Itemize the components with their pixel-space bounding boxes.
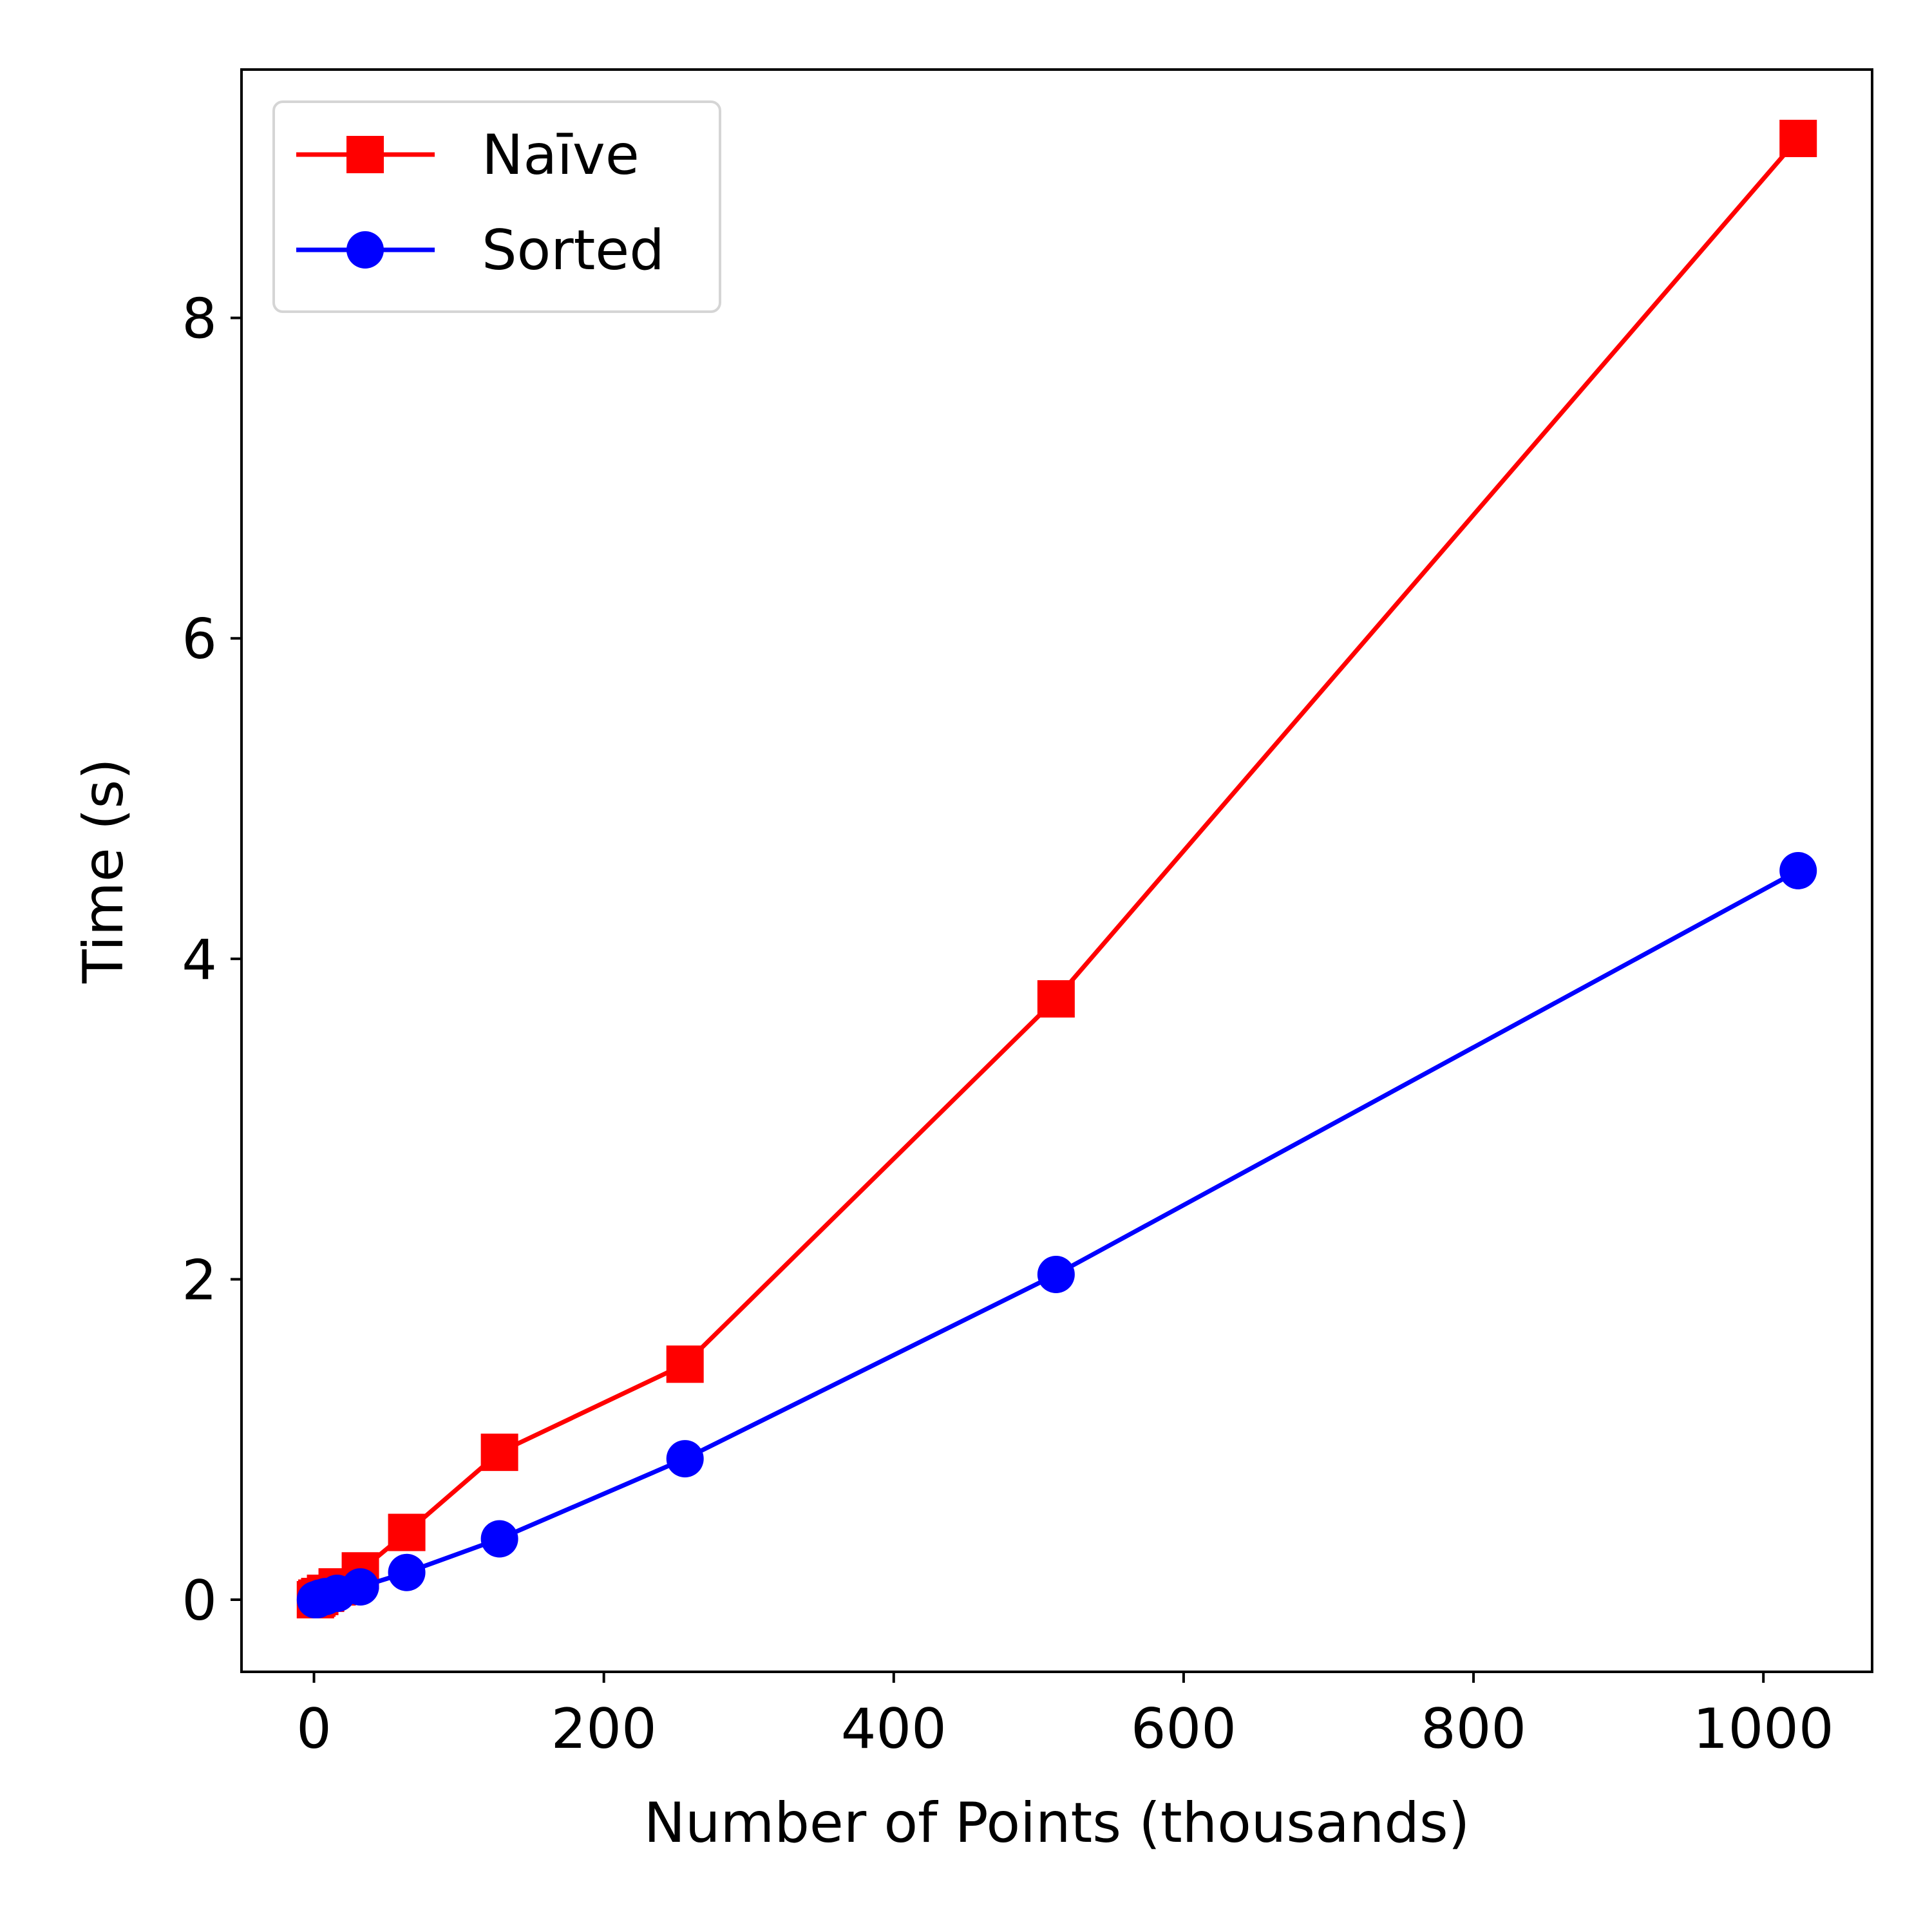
- x-tick-label: 400: [841, 1697, 947, 1761]
- data-point-naive: [480, 1434, 518, 1472]
- series-line-sorted: [314, 868, 1799, 1602]
- data-point-naive: [666, 1345, 704, 1383]
- data-point-naive: [388, 1513, 426, 1551]
- legend-marker-sorted: [346, 231, 384, 269]
- data-point-sorted: [1037, 1255, 1075, 1293]
- y-tick-label: 6: [182, 607, 217, 672]
- y-tick-label: 2: [182, 1248, 217, 1312]
- y-tick-label: 8: [182, 287, 217, 352]
- x-tick-label: 800: [1421, 1697, 1526, 1761]
- y-axis: 0 2 4 6 8: [182, 287, 242, 1633]
- legend-marker-naive: [346, 136, 384, 173]
- y-tick-label: 0: [182, 1569, 217, 1633]
- legend-label-naive: Naīve: [482, 123, 639, 187]
- data-point-sorted: [341, 1568, 379, 1606]
- x-tick-label: 1000: [1693, 1697, 1834, 1761]
- y-tick-label: 4: [182, 928, 217, 992]
- data-point-naive: [1779, 119, 1817, 157]
- legend-entry-sorted: Sorted: [296, 218, 665, 283]
- series-line-naive: [314, 137, 1800, 1602]
- x-tick-label: 0: [296, 1697, 332, 1761]
- x-axis-label: Number of Points (thousands): [644, 1791, 1470, 1855]
- y-axis-label: Time (s): [71, 758, 136, 984]
- data-point-sorted: [388, 1553, 426, 1591]
- x-axis: 0 200 400 600 800 1000: [296, 1672, 1834, 1761]
- data-point-sorted: [666, 1440, 704, 1478]
- axes-frame: [240, 68, 1873, 1673]
- data-point-naive: [1037, 980, 1075, 1018]
- legend-entry-naive: Naīve: [296, 123, 639, 187]
- x-tick-label: 600: [1131, 1697, 1236, 1761]
- plot-marks: [296, 119, 1817, 1619]
- legend-label-sorted: Sorted: [482, 218, 665, 283]
- x-tick-label: 200: [551, 1697, 657, 1761]
- legend: Naīve Sorted: [272, 100, 721, 313]
- data-point-sorted: [480, 1520, 518, 1558]
- data-point-sorted: [1779, 852, 1817, 889]
